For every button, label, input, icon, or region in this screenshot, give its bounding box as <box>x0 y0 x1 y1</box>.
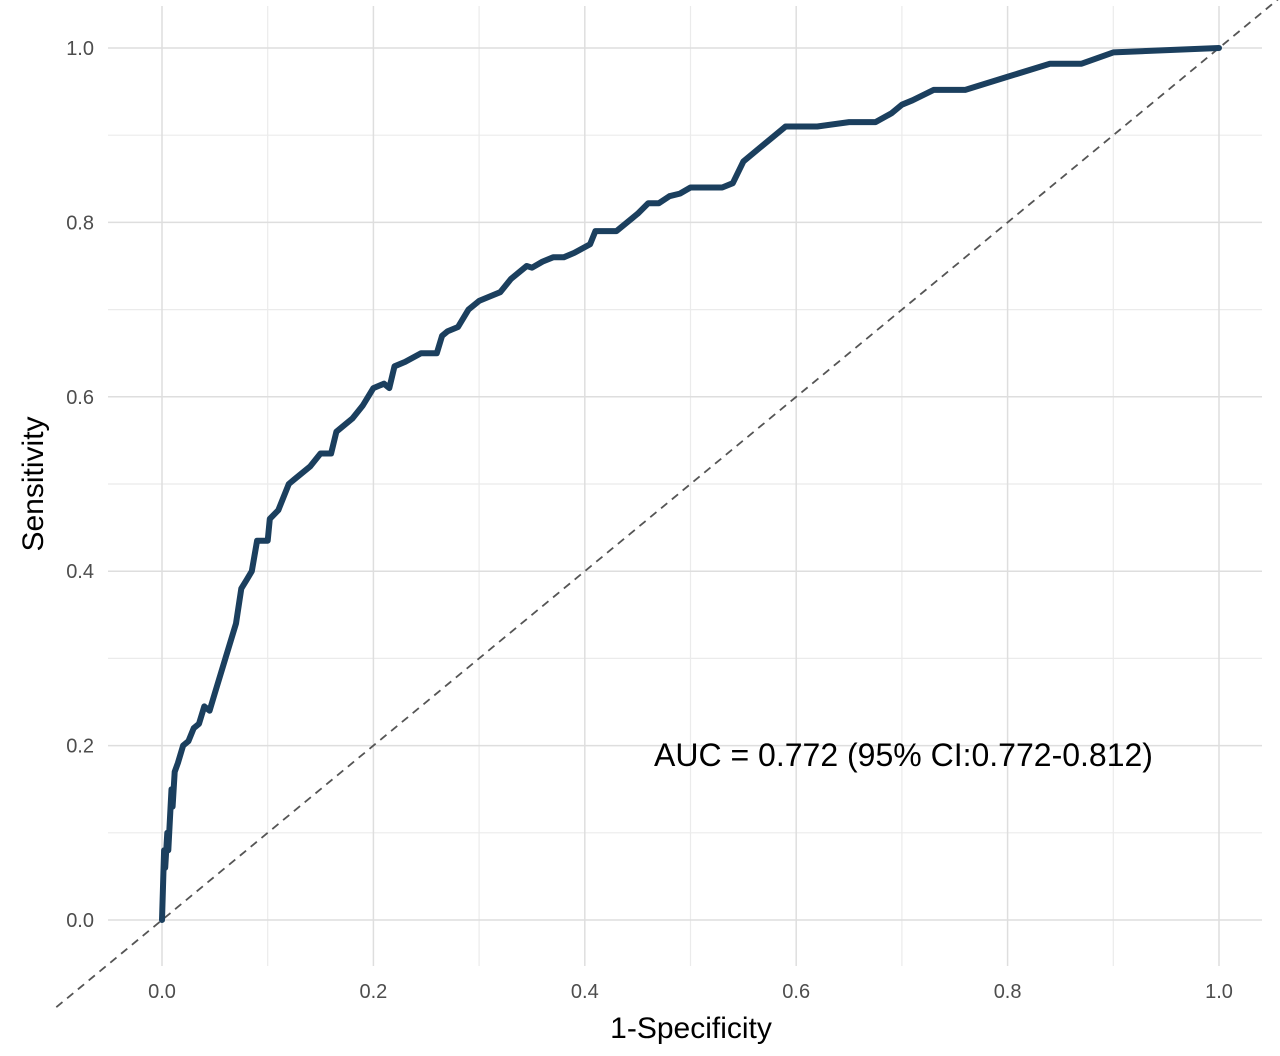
grid-lines <box>108 6 1262 966</box>
y-tick-label: 0.0 <box>66 910 94 932</box>
auc-annotation: AUC = 0.772 (95% CI:0.772-0.812) <box>654 737 1153 773</box>
roc-curve-series <box>159 45 1222 923</box>
y-axis-title: Sensitivity <box>17 416 50 551</box>
roc-curve-line <box>159 45 1222 923</box>
y-tick-label: 1.0 <box>66 38 94 60</box>
x-tick-label: 0.6 <box>782 981 810 1003</box>
y-tick-label: 0.4 <box>66 561 94 583</box>
y-tick-label: 0.2 <box>66 736 94 758</box>
x-tick-label: 0.4 <box>571 981 599 1003</box>
x-tick-label: 0.8 <box>994 981 1022 1003</box>
x-tick-label: 0.0 <box>148 981 176 1003</box>
x-axis-title: 1-Specificity <box>610 1012 772 1045</box>
y-tick-label: 0.6 <box>66 387 94 409</box>
y-tick-label: 0.8 <box>66 212 94 234</box>
tick-labels: 0.0 0.2 0.4 0.6 0.8 1.0 0.0 0.2 0.4 0.6 0.8 1.0 <box>66 38 1233 1003</box>
x-tick-label: 0.2 <box>359 981 387 1003</box>
x-tick-label: 1.0 <box>1205 981 1233 1003</box>
